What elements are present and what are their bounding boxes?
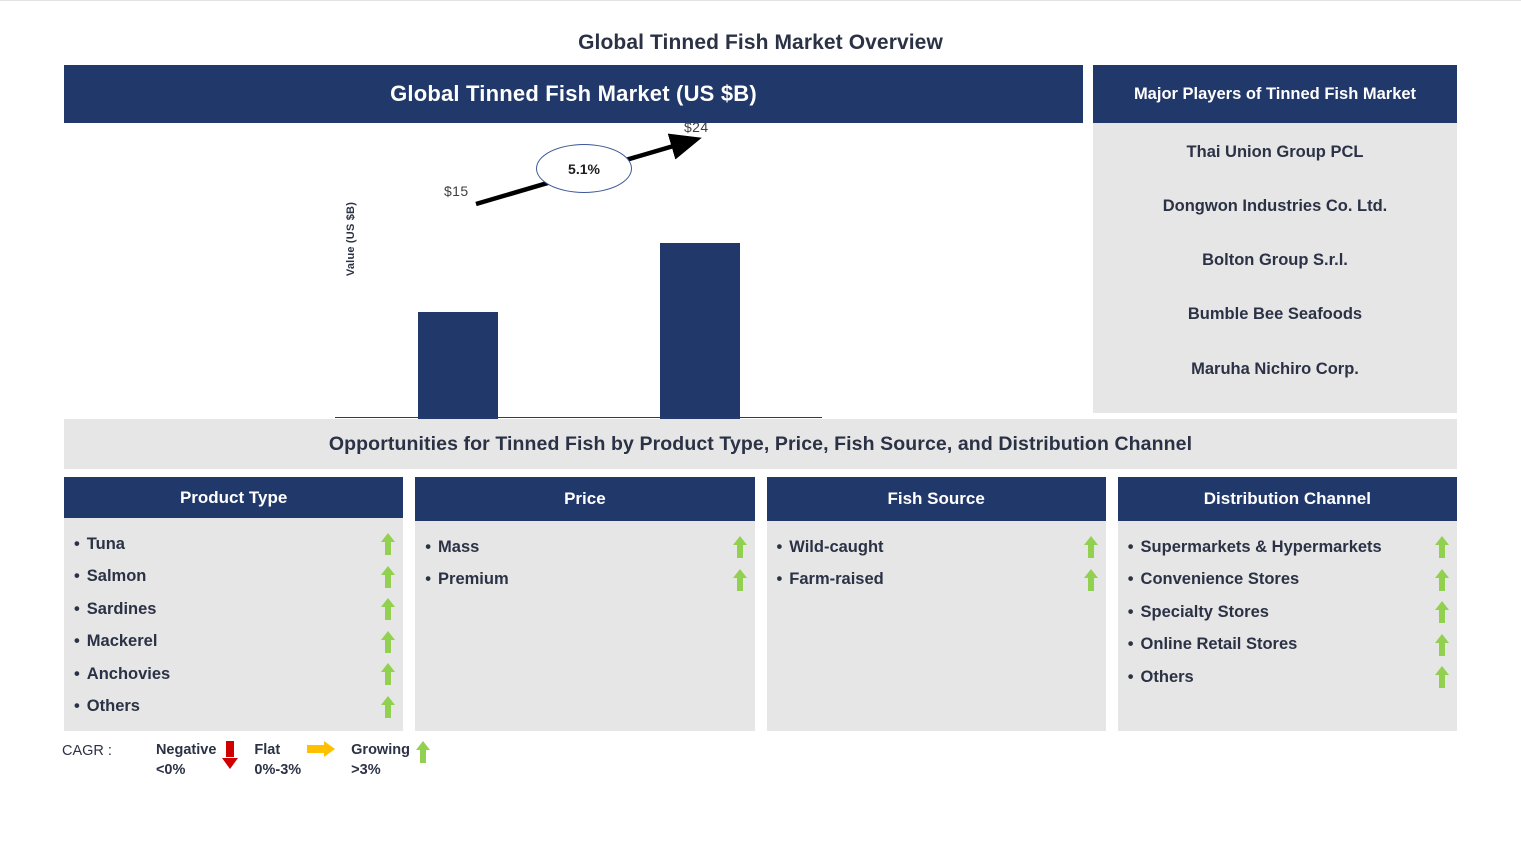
list-item: Premium xyxy=(423,564,747,597)
opportunities-banner: Opportunities for Tinned Fish by Product… xyxy=(64,419,1457,469)
market-bar-chart: Value (US $B) $15 $24 5.1% xyxy=(64,119,1083,440)
cagr-value-badge: 5.1% xyxy=(536,144,632,193)
cagr-legend-title: CAGR : xyxy=(62,743,112,759)
arrow-up-green-icon xyxy=(381,598,396,621)
column-body: Wild-caught Farm-raised xyxy=(767,521,1106,731)
top-row: Global Tinned Fish Market (US $B) Value … xyxy=(64,65,1457,440)
column-header: Fish Source xyxy=(766,477,1106,521)
list-item: Specialty Stores xyxy=(1126,596,1449,629)
column-body: Mass Premium xyxy=(415,521,754,731)
list-item: Supermarkets & Hypermarkets xyxy=(1126,531,1449,564)
list-item: Others xyxy=(1126,661,1449,694)
column-header: Price xyxy=(415,477,755,521)
arrow-up-green-icon xyxy=(381,663,396,686)
arrow-up-green-icon xyxy=(1083,536,1098,559)
list-item-label: Salmon xyxy=(74,567,147,586)
list-item: Salmon xyxy=(72,561,396,594)
list-item-label: Sardines xyxy=(74,600,157,619)
list-item: Farm-raised xyxy=(775,564,1098,597)
bar-2026 xyxy=(418,312,498,421)
arrow-up-green-icon xyxy=(1435,666,1449,689)
list-item: Wild-caught xyxy=(775,531,1098,564)
column-product-type: Product Type Tuna Salmon Sardines Macker… xyxy=(64,477,404,731)
major-players-list: Thai Union Group PCL Dongwon Industries … xyxy=(1093,123,1457,413)
list-item: Convenience Stores xyxy=(1126,564,1449,597)
column-distribution-channel: Distribution Channel Supermarkets & Hype… xyxy=(1117,477,1457,731)
bar-value-label-2026: $15 xyxy=(444,183,469,199)
cagr-legend-negative-text: Negative <0% xyxy=(156,741,216,780)
page-title: Global Tinned Fish Market Overview xyxy=(578,31,943,54)
list-item: Mackerel xyxy=(72,626,396,659)
list-item: Online Retail Stores xyxy=(1126,629,1449,662)
list-item-label: Mackerel xyxy=(74,632,158,651)
list-item-label: Others xyxy=(1128,668,1194,687)
arrow-up-green-icon xyxy=(1435,601,1449,624)
arrow-up-green-icon xyxy=(1435,568,1449,591)
cagr-legend-growing-name: Growing xyxy=(351,742,410,758)
cagr-legend: CAGR : Negative <0% Flat 0%-3% Growing >… xyxy=(62,741,446,780)
cagr-legend-growing-text: Growing >3% xyxy=(351,741,410,780)
cagr-legend-item-flat: Flat 0%-3% xyxy=(254,741,345,780)
arrow-up-green-icon xyxy=(1435,536,1449,559)
cagr-legend-item-growing: Growing >3% xyxy=(351,741,440,780)
list-item-label: Tuna xyxy=(74,535,125,554)
cagr-legend-growing-range: >3% xyxy=(351,761,381,778)
arrow-up-green-icon xyxy=(415,741,430,765)
list-item-label: Farm-raised xyxy=(777,570,883,589)
arrow-down-red-icon xyxy=(222,741,239,769)
arrow-up-green-icon xyxy=(381,533,396,556)
list-item: Mass xyxy=(423,531,747,564)
market-chart-panel: Global Tinned Fish Market (US $B) Value … xyxy=(64,65,1083,440)
list-item: Anchovies xyxy=(72,658,396,691)
arrow-up-green-icon xyxy=(381,630,396,653)
list-item: Tuna xyxy=(72,528,396,561)
arrow-right-yellow-icon xyxy=(307,741,336,759)
list-item: Others xyxy=(72,691,396,724)
arrow-up-green-icon xyxy=(1083,568,1098,591)
column-body: Supermarkets & Hypermarkets Convenience … xyxy=(1118,521,1457,731)
list-item-label: Anchovies xyxy=(74,665,170,684)
list-item: Sardines xyxy=(72,593,396,626)
list-item-label: Convenience Stores xyxy=(1128,570,1300,589)
column-header: Distribution Channel xyxy=(1117,477,1457,521)
chart-plot-area xyxy=(64,123,1083,421)
list-item-label: Mass xyxy=(425,538,479,557)
arrow-up-green-icon xyxy=(732,568,747,591)
column-fish-source: Fish Source Wild-caught Farm-raised xyxy=(766,477,1106,731)
arrow-up-green-icon xyxy=(1435,633,1449,656)
arrow-up-green-icon xyxy=(732,536,747,559)
arrow-up-green-icon xyxy=(381,695,396,718)
arrow-up-green-icon xyxy=(381,565,396,588)
list-item-label: Supermarkets & Hypermarkets xyxy=(1128,538,1382,557)
cagr-legend-negative-name: Negative xyxy=(155,742,217,758)
opportunity-columns: Product Type Tuna Salmon Sardines Macker… xyxy=(64,477,1457,731)
column-price: Price Mass Premium xyxy=(415,477,755,731)
list-item: Bumble Bee Seafoods xyxy=(1187,305,1363,324)
list-item-label: Premium xyxy=(425,570,509,589)
cagr-legend-negative-range: <0% xyxy=(155,761,186,778)
list-item: Maruha Nichiro Corp. xyxy=(1191,359,1359,378)
chart-x-axis xyxy=(335,417,822,418)
list-item-label: Others xyxy=(74,697,140,716)
list-item: Bolton Group S.r.l. xyxy=(1202,251,1348,270)
market-chart-header: Global Tinned Fish Market (US $B) xyxy=(64,65,1083,123)
list-item: Dongwon Industries Co. Ltd. xyxy=(1162,197,1388,216)
list-item-label: Specialty Stores xyxy=(1128,603,1269,622)
major-players-panel: Major Players of Tinned Fish Market Thai… xyxy=(1093,65,1457,413)
bar-value-label-2035: $24 xyxy=(684,119,709,135)
list-item: Thai Union Group PCL xyxy=(1186,143,1364,161)
cagr-legend-flat-range: 0%-3% xyxy=(254,761,302,778)
column-body: Tuna Salmon Sardines Mackerel Anchovies xyxy=(64,518,403,731)
cagr-legend-flat-name: Flat xyxy=(254,742,281,758)
bar-2035 xyxy=(660,243,740,421)
cagr-legend-item-negative: Negative <0% xyxy=(156,741,248,780)
list-item-label: Wild-caught xyxy=(777,538,883,557)
column-header: Product Type xyxy=(64,477,404,518)
list-item-label: Online Retail Stores xyxy=(1128,635,1298,654)
major-players-header: Major Players of Tinned Fish Market xyxy=(1093,65,1457,123)
cagr-legend-flat-text: Flat 0%-3% xyxy=(254,741,301,780)
